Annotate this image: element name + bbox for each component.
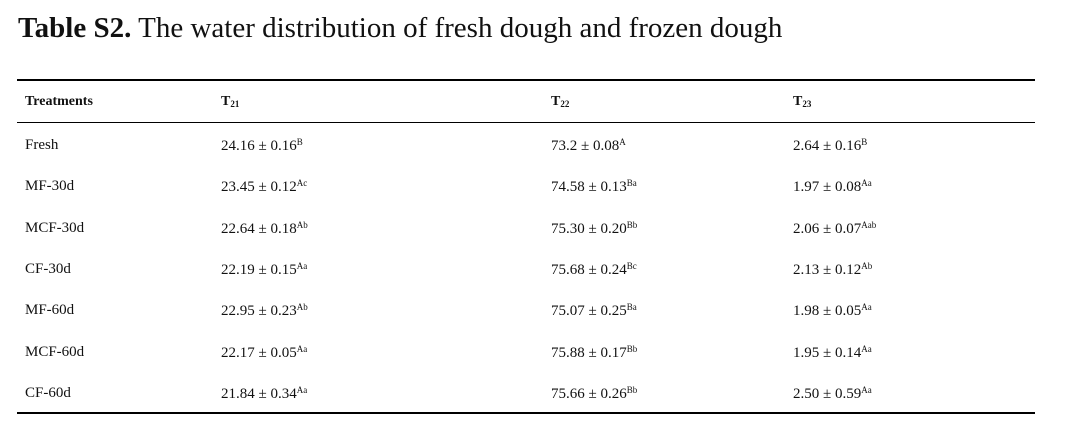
top-rule [17, 79, 1035, 81]
table-cell: CF-30d [25, 260, 71, 277]
cell-value: 2.06 ± 0.07 [793, 220, 862, 237]
table-cell: MF-60d [25, 303, 74, 318]
cell-value: 22.64 ± 0.18 [221, 220, 297, 237]
cell-value: 75.30 ± 0.20 [551, 220, 627, 237]
cell-value: 1.95 ± 0.14 [793, 344, 862, 361]
cell-value: 2.13 ± 0.12 [793, 261, 862, 278]
cell-value: 22.17 ± 0.05 [221, 344, 297, 361]
cell-value: CF-60d [25, 384, 71, 401]
header-text: T [221, 94, 231, 109]
cell-value: 1.97 ± 0.08 [793, 179, 862, 196]
table-cell: 22.95 ± 0.23Ab [221, 303, 308, 319]
header-subscript: 21 [230, 99, 240, 109]
header-text: Treatments [25, 94, 93, 109]
cell-value: 21.84 ± 0.34 [221, 385, 297, 402]
cell-value: 2.64 ± 0.16 [793, 138, 862, 154]
table-cell: 1.95 ± 0.14Aa [793, 343, 872, 361]
header-text: T [793, 94, 803, 109]
table-cell: 74.58 ± 0.13Ba [551, 179, 637, 195]
cell-value: 24.16 ± 0.16 [221, 138, 297, 154]
table-cell: 75.66 ± 0.26Bb [551, 384, 638, 402]
cell-superscript: Ba [626, 302, 637, 313]
cell-superscript: Aa [861, 302, 872, 313]
table-cell: 1.98 ± 0.05Aa [793, 303, 872, 319]
table-cell: MCF-60d [25, 343, 85, 360]
cell-value: 75.88 ± 0.17 [551, 344, 627, 361]
table-cell: 2.06 ± 0.07Aab [793, 219, 877, 237]
table-cell: 75.68 ± 0.24Bc [551, 260, 637, 278]
cell-superscript: Aa [296, 384, 308, 395]
cell-superscript: Ba [626, 178, 637, 189]
table-cell: 23.45 ± 0.12Ac [221, 179, 307, 195]
cell-superscript: Ab [861, 260, 873, 271]
header-cell: T21 [221, 95, 239, 109]
table-cell: 21.84 ± 0.34Aa [221, 384, 308, 402]
table-cell: MCF-30d [25, 219, 85, 236]
table-cell: 75.88 ± 0.17Bb [551, 343, 638, 361]
table-cell: 2.13 ± 0.12Ab [793, 260, 873, 278]
header-rule [17, 122, 1035, 123]
cell-value: 75.68 ± 0.24 [551, 261, 627, 278]
cell-value: Fresh [25, 137, 59, 153]
header-subscript: 23 [802, 99, 812, 109]
table-cell: 2.64 ± 0.16B [793, 138, 867, 154]
cell-value: MCF-30d [25, 219, 85, 236]
cell-value: 74.58 ± 0.13 [551, 179, 627, 196]
table-cell: MF-30d [25, 179, 74, 194]
cell-superscript: Bc [626, 260, 637, 271]
title-text: The water distribution of fresh dough an… [138, 12, 783, 44]
cell-superscript: Bb [626, 219, 638, 230]
cell-superscript: Aa [296, 343, 308, 354]
title-label: Table S2. [18, 12, 132, 44]
cell-superscript: Ac [296, 178, 308, 189]
table-cell: 2.50 ± 0.59Aa [793, 384, 872, 402]
cell-superscript: Bb [626, 343, 638, 354]
cell-superscript: B [861, 137, 868, 147]
table-cell: CF-60d [25, 384, 71, 401]
cell-value: MCF-60d [25, 343, 85, 360]
cell-superscript: B [296, 137, 303, 147]
header-text: T [551, 94, 561, 109]
header-cell: T22 [551, 95, 569, 109]
cell-value: 73.2 ± 0.08 [551, 138, 620, 154]
table-cell: Fresh [25, 138, 58, 153]
title: Table S2. The water distribution of fres… [18, 14, 782, 43]
cell-value: 22.19 ± 0.15 [221, 261, 297, 278]
cell-value: MF-60d [25, 302, 75, 319]
cell-value: 22.95 ± 0.23 [221, 303, 297, 320]
cell-superscript: A [619, 137, 626, 147]
cell-value: CF-30d [25, 260, 71, 277]
cell-superscript: Ab [296, 302, 308, 313]
table-cell: 73.2 ± 0.08A [551, 138, 626, 154]
table-cell: 22.19 ± 0.15Aa [221, 260, 308, 278]
cell-value: 23.45 ± 0.12 [221, 179, 297, 196]
table-cell: 75.07 ± 0.25Ba [551, 303, 637, 319]
cell-superscript: Aa [861, 343, 872, 354]
cell-superscript: Ab [296, 219, 308, 230]
table-cell: 75.30 ± 0.20Bb [551, 219, 638, 237]
table-cell: 22.17 ± 0.05Aa [221, 343, 308, 361]
bottom-rule [17, 412, 1035, 414]
cell-value: MF-30d [25, 178, 75, 195]
cell-value: 1.98 ± 0.05 [793, 303, 862, 320]
cell-value: 2.50 ± 0.59 [793, 385, 862, 402]
cell-superscript: Aab [861, 219, 877, 230]
cell-superscript: Bb [626, 384, 638, 395]
table-cell: 24.16 ± 0.16B [221, 138, 303, 154]
header-cell: Treatments [25, 95, 93, 109]
header-cell: T23 [793, 95, 811, 109]
cell-superscript: Aa [861, 384, 872, 395]
table-cell: 1.97 ± 0.08Aa [793, 179, 872, 195]
cell-superscript: Aa [296, 260, 308, 271]
cell-value: 75.07 ± 0.25 [551, 303, 627, 320]
table-cell: 22.64 ± 0.18Ab [221, 219, 308, 237]
header-subscript: 22 [560, 99, 570, 109]
cell-value: 75.66 ± 0.26 [551, 385, 627, 402]
cell-superscript: Aa [861, 178, 872, 189]
